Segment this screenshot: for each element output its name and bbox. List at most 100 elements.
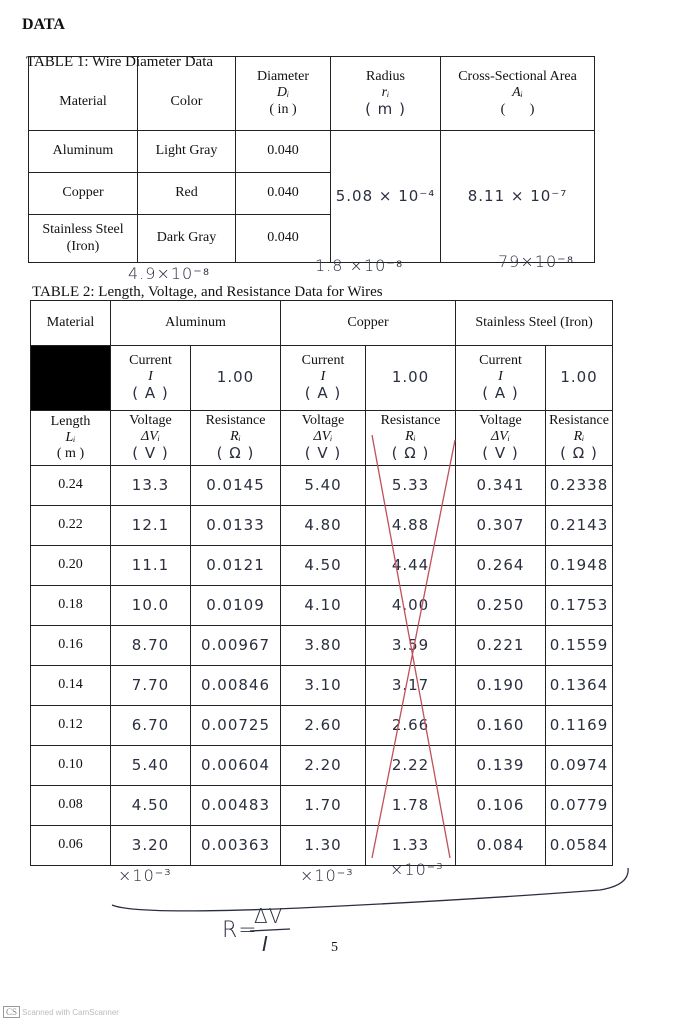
header-unit: ( Ω ): [216, 444, 255, 463]
cell: 0.040: [235, 172, 331, 215]
voltage-header: Voltage ΔVᵢ( V ): [455, 410, 547, 466]
length-cell: 0.14: [30, 665, 111, 706]
current-cell: Current I( A ): [280, 345, 367, 411]
table2-row: 0.10 5.40 0.00604 2.20 2.22 0.139 0.0974: [30, 745, 614, 786]
area-cell: 8.11 × 10⁻⁷: [440, 130, 595, 263]
header-symbol: ΔVᵢ: [491, 429, 510, 445]
value-cell: 4.50: [110, 785, 191, 826]
value-cell: 1.70: [280, 785, 367, 826]
header-cell: Radius rᵢ ( m ): [330, 56, 441, 131]
table2: Material Aluminum Copper Stainless Steel…: [30, 300, 614, 866]
brace: [111, 867, 629, 912]
value-cell: 0.00967: [189, 625, 282, 666]
header-unit: ( in ): [269, 101, 297, 117]
value-cell: 0.00604: [189, 745, 282, 786]
header: Resistance: [549, 413, 609, 429]
cell: Stainless Steel (Iron): [28, 214, 138, 263]
cell: Dark Gray: [137, 214, 236, 263]
annotation: 1.8 ×10⁻⁸: [315, 256, 404, 275]
table2-current-row: Current I( A ) 1.00 Current I( A ) 1.00 Curren…: [30, 345, 614, 411]
table2-row: 0.22 12.1 0.0133 4.80 4.88 0.307 0.2143: [30, 505, 614, 546]
value-cell: 3.20: [110, 825, 191, 866]
table1: Material Color Diameter Dᵢ ( in ) Radius…: [28, 56, 595, 263]
multiplier: ×10⁻³: [300, 866, 354, 885]
value-cell: 0.307: [455, 505, 547, 546]
value-cell: 0.0109: [189, 585, 282, 626]
header: Voltage: [129, 413, 172, 429]
value-cell: 0.139: [455, 745, 547, 786]
multiplier: ×10⁻³: [390, 860, 444, 879]
value-cell: 3.80: [280, 625, 367, 666]
header: Resistance: [380, 413, 441, 429]
header-unit: ( ): [500, 101, 535, 117]
header-unit: ( m ): [56, 446, 85, 462]
header-cell: Length Lᵢ ( m ): [30, 410, 111, 466]
annotation: 4.9×10⁻⁸: [128, 264, 211, 283]
header: Length: [50, 413, 91, 429]
formula-denominator: I: [262, 932, 269, 956]
value-cell: 5.40: [110, 745, 191, 786]
table2-header-row: Length Lᵢ ( m ) Voltage ΔVᵢ( V ) Resistanc…: [30, 410, 614, 466]
table2-row: 0.06 3.20 0.00363 1.30 1.33 0.084 0.0584: [30, 825, 614, 866]
header: Diameter: [256, 69, 310, 85]
cross-out: [371, 439, 456, 859]
fraction-bar: [249, 928, 291, 932]
value-cell: 0.2338: [545, 465, 614, 506]
value-cell: 0.221: [455, 625, 547, 666]
cell: Aluminum: [28, 130, 138, 173]
value-cell: 0.264: [455, 545, 547, 586]
value-cell: 11.1: [110, 545, 191, 586]
group-name: Aluminum: [109, 300, 282, 346]
value-cell: 4.88: [365, 505, 457, 546]
length-cell: 0.16: [30, 625, 111, 666]
value-cell: 2.66: [365, 705, 457, 746]
header-symbol: Aᵢ: [512, 85, 523, 101]
value-cell: 0.0584: [545, 825, 614, 866]
value-cell: 0.341: [455, 465, 547, 506]
value-cell: 10.0: [110, 585, 191, 626]
header: Material: [59, 94, 107, 110]
value-cell: 0.00846: [189, 665, 282, 706]
table2-row: 0.12 6.70 0.00725 2.60 2.66 0.160 0.1169: [30, 705, 614, 746]
value-cell: 4.80: [280, 505, 367, 546]
table1-row: Aluminum Light Gray 0.040 5.08 × 10⁻⁴ 8.…: [28, 130, 595, 263]
value-cell: 0.0779: [545, 785, 614, 826]
length-cell: 0.18: [30, 585, 111, 626]
value-cell: 5.40: [280, 465, 367, 506]
value-cell: 0.106: [455, 785, 547, 826]
value-cell: 8.70: [110, 625, 191, 666]
header-symbol: Rᵢ: [573, 429, 585, 445]
table2-row: 0.24 13.3 0.0145 5.40 5.33 0.341 0.2338: [30, 465, 614, 506]
cell: Red: [137, 172, 236, 215]
header-unit: ( Ω ): [391, 444, 430, 463]
header-symbol: I: [320, 369, 326, 385]
length-cell: 0.06: [30, 825, 111, 866]
table1-header: Material Color Diameter Dᵢ ( in ) Radius…: [28, 56, 595, 131]
header-symbol: rᵢ: [381, 84, 390, 100]
table2-row: 0.14 7.70 0.00846 3.10 3.17 0.190 0.1364: [30, 665, 614, 706]
resistance-header: Resistance Rᵢ( Ω ): [189, 410, 282, 466]
value-cell: 2.60: [280, 705, 367, 746]
value-cell: 4.00: [365, 585, 457, 626]
resistance-header: Resistance Rᵢ( Ω ): [365, 410, 457, 466]
heading: DATA: [22, 16, 65, 33]
header: Cross-Sectional Area: [458, 69, 577, 85]
table1-row: Stainless Steel (Iron) Dark Gray 0.040: [28, 214, 595, 263]
value-cell: 0.0133: [189, 505, 282, 546]
resistance-header: Resistance Rᵢ( Ω ): [545, 410, 614, 466]
value-cell: 0.00363: [189, 825, 282, 866]
value-cell: 0.1364: [545, 665, 614, 706]
header-cell: Material: [28, 56, 138, 131]
header-unit: ( A ): [132, 384, 169, 403]
header-unit: ( A ): [482, 384, 519, 403]
value-cell: 3.10: [280, 665, 367, 706]
current-value: 1.00: [189, 345, 282, 411]
table2-row: 0.20 11.1 0.0121 4.50 4.44 0.264 0.1948: [30, 545, 614, 586]
header-symbol: ΔVᵢ: [313, 429, 333, 445]
black-cell: [30, 345, 111, 411]
formula-lhs: R=: [222, 918, 258, 943]
header-unit: ( m ): [365, 99, 406, 118]
header-symbol: Rᵢ: [405, 429, 416, 445]
